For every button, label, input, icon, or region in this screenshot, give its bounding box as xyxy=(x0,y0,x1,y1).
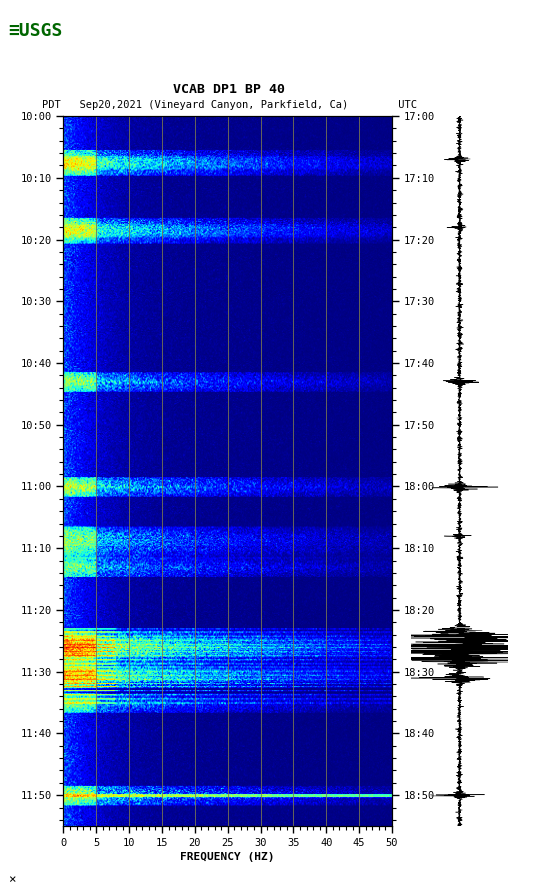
Text: ×: × xyxy=(8,872,16,886)
Text: PDT   Sep20,2021 (Vineyard Canyon, Parkfield, Ca)        UTC: PDT Sep20,2021 (Vineyard Canyon, Parkfie… xyxy=(41,100,417,110)
X-axis label: FREQUENCY (HZ): FREQUENCY (HZ) xyxy=(181,852,275,862)
Text: ≡USGS: ≡USGS xyxy=(8,22,63,40)
Text: VCAB DP1 BP 40: VCAB DP1 BP 40 xyxy=(173,82,285,96)
